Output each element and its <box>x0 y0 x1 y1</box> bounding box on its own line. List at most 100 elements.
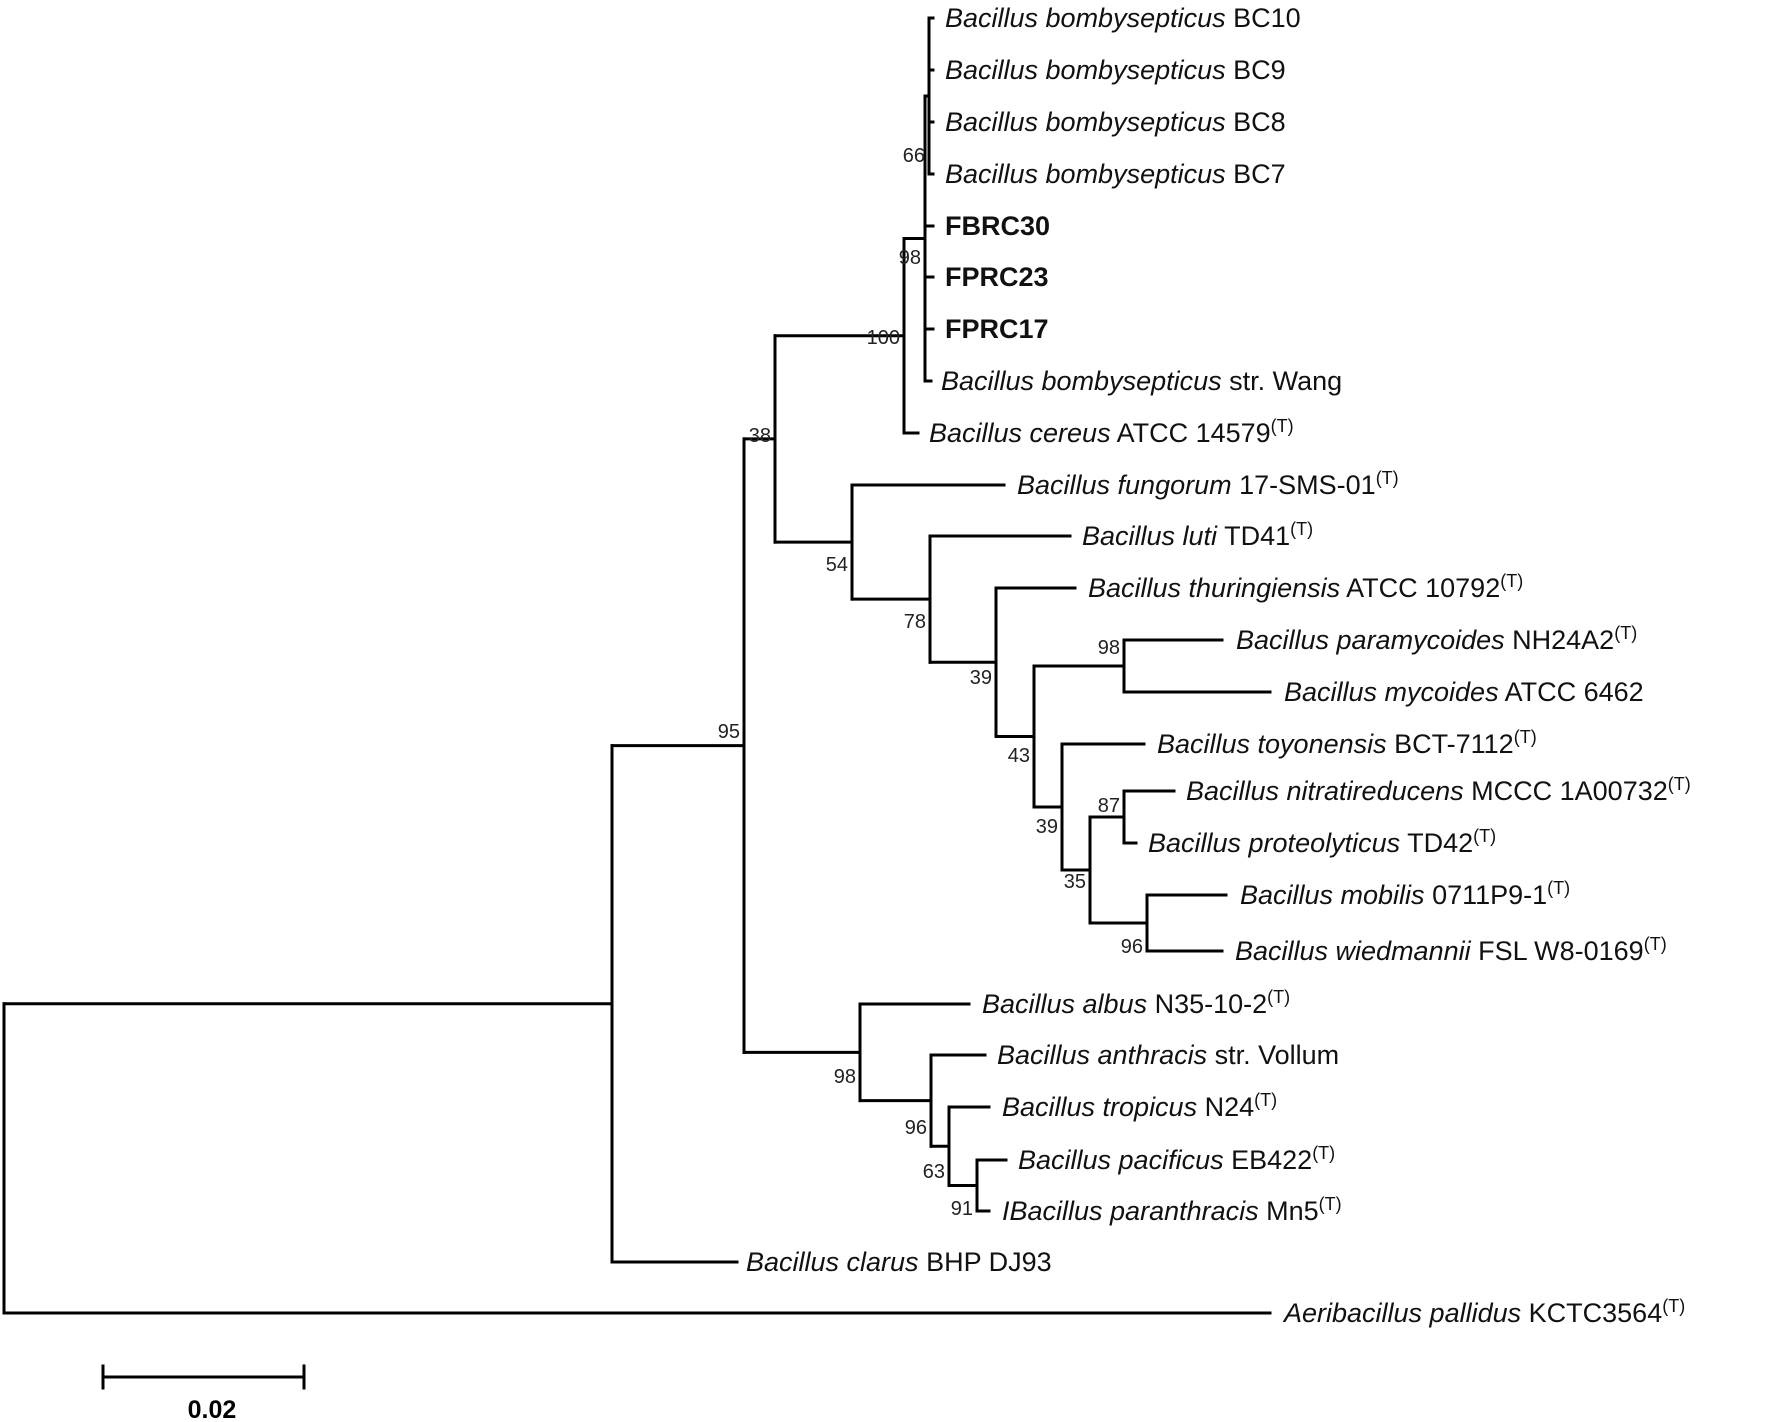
strain-name: str. Vollum <box>1215 1040 1340 1070</box>
species-name: Bacillus bombysepticus <box>945 55 1226 85</box>
leaf-label: Bacillus fungorum 17-SMS-01(T) <box>1017 468 1399 500</box>
strain-name: BCT-7112 <box>1394 729 1514 759</box>
scale-bar-label: 0.02 <box>188 1396 237 1422</box>
leaf-label: Bacillus luti TD41(T) <box>1082 519 1313 551</box>
bootstrap-value: 63 <box>923 1161 945 1183</box>
leaf-label: Bacillus pacificus EB422(T) <box>1018 1143 1335 1175</box>
strain-name: KCTC3564 <box>1529 1298 1663 1328</box>
bootstrap-value: 98 <box>899 247 921 269</box>
type-strain-superscript: (T) <box>1514 727 1537 747</box>
strain-name: FSL W8-0169 <box>1478 936 1644 966</box>
strain-name: FPRC23 <box>945 262 1049 292</box>
strain-name: N24 <box>1205 1092 1255 1122</box>
bootstrap-value: 91 <box>951 1198 973 1220</box>
bootstrap-value: 100 <box>867 327 900 349</box>
bootstrap-value: 78 <box>904 611 926 633</box>
strain-name: 0711P9-1 <box>1432 880 1547 910</box>
strain-name: NH24A2 <box>1512 625 1614 655</box>
strain-name: str. Wang <box>1229 366 1342 396</box>
bootstrap-value: 38 <box>749 425 771 447</box>
type-strain-superscript: (T) <box>1319 1194 1342 1214</box>
type-strain-superscript: (T) <box>1376 468 1399 488</box>
type-strain-superscript: (T) <box>1271 416 1294 436</box>
species-name: IBacillus paranthracis <box>1002 1196 1259 1226</box>
leaf-label: Bacillus clarus BHP DJ93 <box>746 1247 1052 1277</box>
species-name: Bacillus bombysepticus <box>945 159 1226 189</box>
leaf-label: Bacillus toyonensis BCT-7112(T) <box>1157 727 1537 759</box>
strain-name: ATCC 14579 <box>1117 418 1271 448</box>
leaf-label: Bacillus tropicus N24(T) <box>1002 1090 1277 1122</box>
bootstrap-value: 96 <box>1121 936 1143 958</box>
species-name: Bacillus paramycoides <box>1236 625 1505 655</box>
type-strain-superscript: (T) <box>1473 826 1496 846</box>
species-name: Bacillus nitratireducens <box>1186 776 1464 806</box>
species-name: Bacillus luti <box>1082 521 1218 551</box>
strain-name: BC9 <box>1233 55 1286 85</box>
leaf-label: FPRC23 <box>945 262 1049 292</box>
species-name: Bacillus bombysepticus <box>945 107 1226 137</box>
type-strain-superscript: (T) <box>1290 519 1313 539</box>
bootstrap-value: 98 <box>834 1066 856 1088</box>
leaf-label: Bacillus bombysepticus BC10 <box>945 3 1301 33</box>
strain-name: 17-SMS-01 <box>1239 470 1376 500</box>
leaf-label: Bacillus bombysepticus str. Wang <box>941 366 1342 396</box>
type-strain-superscript: (T) <box>1614 623 1637 643</box>
strain-name: TD42 <box>1407 828 1473 858</box>
leaf-label: Bacillus thuringiensis ATCC 10792(T) <box>1088 571 1523 603</box>
strain-name: TD41 <box>1224 521 1290 551</box>
species-name: Bacillus mycoides <box>1284 677 1499 707</box>
type-strain-superscript: (T) <box>1662 1296 1685 1316</box>
strain-name: ATCC 6462 <box>1505 677 1644 707</box>
species-name: Bacillus albus <box>982 989 1147 1019</box>
strain-name: BHP DJ93 <box>926 1247 1052 1277</box>
leaf-label: Bacillus bombysepticus BC9 <box>945 55 1286 85</box>
type-strain-superscript: (T) <box>1547 878 1570 898</box>
species-name: Bacillus wiedmannii <box>1235 936 1472 966</box>
species-name: Bacillus thuringiensis <box>1088 573 1340 603</box>
bootstrap-value: 98 <box>1098 637 1120 659</box>
leaf-label: Bacillus wiedmannii FSL W8-0169(T) <box>1235 934 1667 966</box>
leaf-label: Bacillus mycoides ATCC 6462 <box>1284 677 1644 707</box>
tree-branches <box>2 16 1272 1315</box>
bootstrap-value: 39 <box>970 667 992 689</box>
strain-name: ATCC 10792 <box>1346 573 1500 603</box>
species-name: Bacillus clarus <box>746 1247 919 1277</box>
species-name: Bacillus pacificus <box>1018 1145 1224 1175</box>
bootstrap-value: 95 <box>718 721 740 743</box>
species-name: Bacillus mobilis <box>1240 880 1425 910</box>
type-strain-superscript: (T) <box>1668 774 1691 794</box>
leaf-label: Bacillus proteolyticus TD42(T) <box>1148 826 1496 858</box>
species-name: Aeribacillus pallidus <box>1282 1298 1521 1328</box>
bootstrap-value: 87 <box>1098 795 1120 817</box>
strain-name: BC10 <box>1233 3 1301 33</box>
bootstrap-value: 66 <box>903 145 925 167</box>
type-strain-superscript: (T) <box>1267 987 1290 1007</box>
leaf-label: Bacillus mobilis 0711P9-1(T) <box>1240 878 1570 910</box>
bootstrap-value: 54 <box>826 554 848 576</box>
bootstrap-value: 39 <box>1036 816 1058 838</box>
leaf-label: Bacillus cereus ATCC 14579(T) <box>929 416 1294 448</box>
strain-name: N35-10-2 <box>1155 989 1268 1019</box>
species-name: Bacillus fungorum <box>1017 470 1232 500</box>
leaf-label: Bacillus bombysepticus BC7 <box>945 159 1286 189</box>
strain-name: BC7 <box>1233 159 1286 189</box>
species-name: Bacillus bombysepticus <box>945 3 1226 33</box>
leaf-label: FBRC30 <box>945 211 1050 241</box>
strain-name: BC8 <box>1233 107 1286 137</box>
strain-name: FBRC30 <box>945 211 1050 241</box>
leaf-label: Bacillus paramycoides NH24A2(T) <box>1236 623 1637 655</box>
species-name: Bacillus cereus <box>929 418 1111 448</box>
type-strain-superscript: (T) <box>1254 1090 1277 1110</box>
bootstrap-values: 66 98 100 38 54 78 39 98 43 39 87 35 96 95 98 96 63 91 <box>718 145 1143 1220</box>
bootstrap-value: 43 <box>1008 745 1030 767</box>
leaf-label: Bacillus anthracis str. Vollum <box>997 1040 1339 1070</box>
strain-name: EB422 <box>1231 1145 1312 1175</box>
leaf-label: FPRC17 <box>945 314 1049 344</box>
leaf-label: Aeribacillus pallidus KCTC3564(T) <box>1282 1296 1685 1328</box>
bootstrap-value: 96 <box>905 1117 927 1139</box>
strain-name: Mn5 <box>1266 1196 1319 1226</box>
leaf-label: Bacillus albus N35-10-2(T) <box>982 987 1290 1019</box>
leaf-label: Bacillus bombysepticus BC8 <box>945 107 1286 137</box>
